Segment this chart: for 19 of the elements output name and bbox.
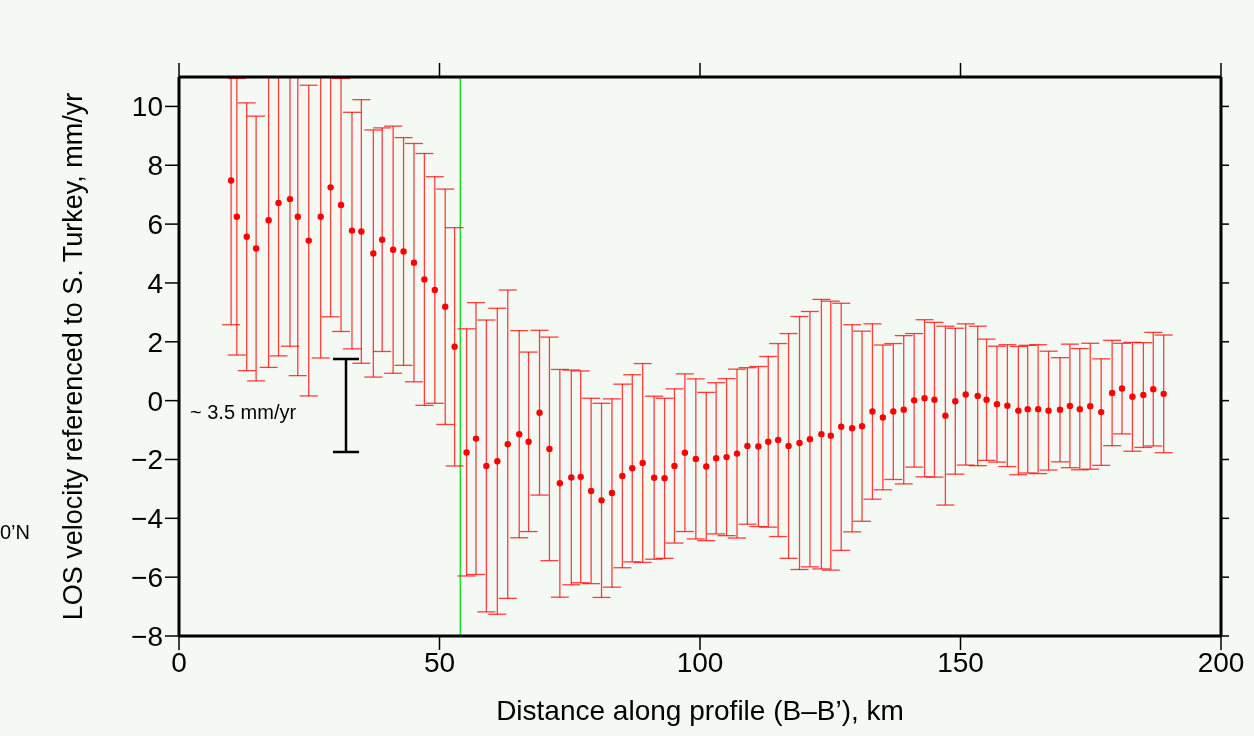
x-tick-label: 50 (423, 646, 456, 678)
x-tick-label: 200 (1197, 646, 1245, 678)
y-tick-label: 4 (147, 267, 163, 299)
text: 0’N (0, 521, 31, 544)
x-tick-label: 0 (171, 646, 187, 678)
y-axis-title: LOS velocity referenced to S. Turkey, mm/yr (57, 92, 88, 621)
y-tick-label: 0 (147, 385, 163, 417)
y-tick-label: −8 (131, 620, 163, 652)
x-tick-label: 150 (937, 646, 984, 678)
annotation: ~ 3.5 mm/yr (190, 401, 297, 424)
y-tick-label: 10 (131, 91, 163, 123)
y-tick-label: 6 (147, 209, 163, 241)
y-tick-label: −6 (131, 562, 163, 594)
x-tick-label: 100 (676, 646, 724, 678)
x-axis-title: Distance along profile (B–B’), km (496, 695, 904, 726)
y-tick-label: −2 (131, 444, 163, 476)
y-tick-label: 8 (147, 150, 163, 182)
y-tick-label: −4 (131, 503, 163, 535)
y-tick-label: 2 (147, 326, 163, 358)
